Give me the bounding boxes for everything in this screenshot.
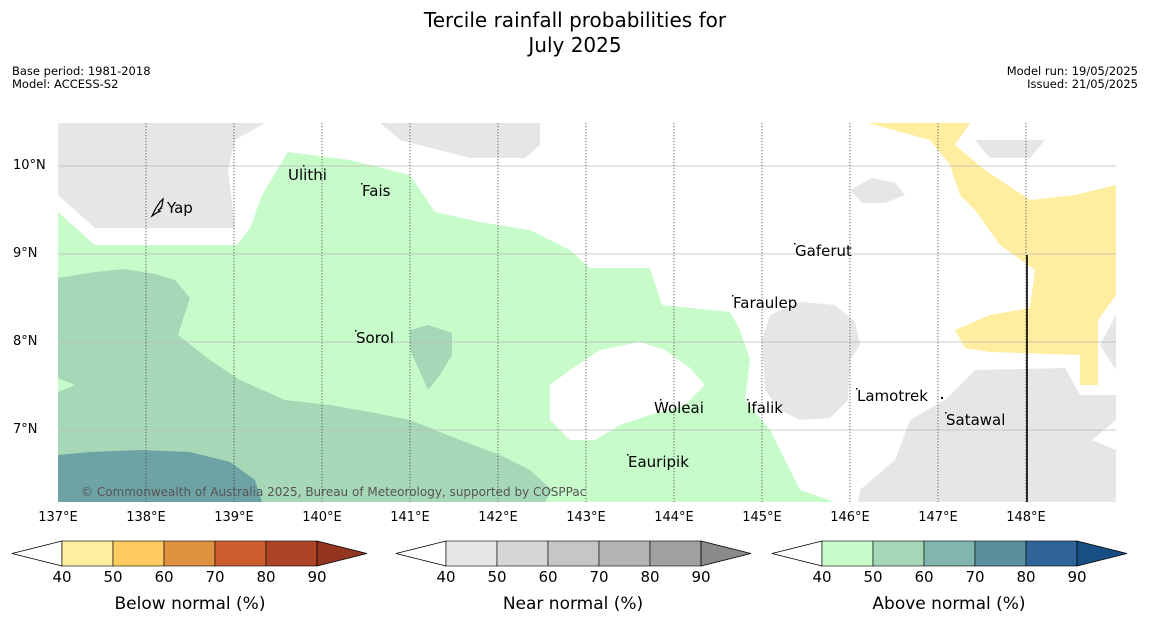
- place-label-fais: Fais: [362, 182, 391, 200]
- map-title: Tercile rainfall probabilities for July …: [0, 8, 1150, 58]
- colorbar-tick-label: 80: [1016, 568, 1036, 586]
- longitude-lines: [145, 123, 1027, 502]
- yap-island-shape: [150, 197, 164, 218]
- near-normal-area: [850, 178, 905, 203]
- near-normal-area: [58, 123, 265, 228]
- colorbar-tick-label: 90: [691, 568, 711, 586]
- copyright-notice: © Commonwealth of Australia 2025, Bureau…: [81, 485, 587, 499]
- above-normal-area: [58, 378, 75, 392]
- colorbar-title-above: Above normal (%): [872, 594, 1026, 614]
- colorbar-tick-label: 40: [812, 568, 832, 586]
- title-line-2: July 2025: [528, 33, 622, 57]
- place-label-sorol: Sorol: [356, 329, 394, 347]
- colorbar-tick-label: 50: [103, 568, 123, 586]
- model-run: Model run: 19/05/2025: [1006, 64, 1138, 78]
- colorbar-tick-label: 50: [487, 568, 507, 586]
- colorbar-tick-label: 40: [52, 568, 72, 586]
- lon-label: 137°E: [38, 510, 78, 525]
- colorbar-tick-label: 70: [589, 568, 609, 586]
- meta-right: Model run: 19/05/2025 Issued: 21/05/2025: [1007, 65, 1138, 91]
- below-normal-area: [868, 123, 1116, 385]
- graticule: [58, 123, 1116, 502]
- colorbar-tick-label: 60: [538, 568, 558, 586]
- place-label-ulithi: Ulithi: [288, 166, 327, 184]
- place-label-satawal: Satawal: [946, 411, 1006, 429]
- lon-label: 143°E: [566, 510, 606, 525]
- lat-label: 7°N: [13, 422, 38, 437]
- colorbar-tick-label: 40: [436, 568, 456, 586]
- colorbar-tick-label: 90: [1067, 568, 1087, 586]
- place-label-eauripik: Eauripik: [628, 453, 689, 471]
- colorbar-tick-label: 70: [205, 568, 225, 586]
- island-markers: [150, 165, 947, 456]
- lon-label: 145°E: [742, 510, 782, 525]
- above-normal-area: [58, 450, 262, 502]
- place-label-lamotrek: Lamotrek: [857, 387, 928, 405]
- place-label-gaferut: Gaferut: [795, 242, 852, 260]
- place-label-yap: Yap: [167, 199, 193, 217]
- lon-label: 144°E: [654, 510, 694, 525]
- colorbar-title-near: Near normal (%): [502, 594, 644, 614]
- above-normal-area: [410, 325, 452, 390]
- above-normal-area: [58, 269, 552, 502]
- colorbar-tick-label: 50: [863, 568, 883, 586]
- colorbar-tick-label: 70: [965, 568, 985, 586]
- near-normal-area: [1100, 315, 1116, 370]
- lon-label: 140°E: [302, 510, 342, 525]
- lon-label: 147°E: [918, 510, 958, 525]
- lat-label: 10°N: [13, 158, 46, 173]
- lon-label: 146°E: [830, 510, 870, 525]
- base-period: Base period: 1981-2018: [12, 64, 151, 78]
- meta-left: Base period: 1981-2018 Model: ACCESS-S2: [12, 65, 151, 91]
- colorbar-tick-label: 60: [154, 568, 174, 586]
- place-label-woleai: Woleai: [654, 399, 704, 417]
- no-signal-area: [550, 342, 705, 440]
- near-normal-area: [380, 123, 540, 158]
- lon-label: 141°E: [390, 510, 430, 525]
- place-label-faraulep: Faraulep: [733, 294, 798, 312]
- colorbar-tick-label: 80: [640, 568, 660, 586]
- near-normal-area: [975, 140, 1045, 158]
- place-label-ifalik: Ifalik: [747, 399, 783, 417]
- lat-label: 9°N: [13, 246, 38, 261]
- colorbar-tick-label: 90: [307, 568, 327, 586]
- colorbar-tick-label: 60: [914, 568, 934, 586]
- probability-areas: [58, 123, 1116, 502]
- colorbar-tick-label: 80: [256, 568, 276, 586]
- lat-label: 8°N: [13, 334, 38, 349]
- model-name: Model: ACCESS-S2: [12, 77, 119, 91]
- lon-label: 139°E: [214, 510, 254, 525]
- lon-label: 148°E: [1006, 510, 1046, 525]
- near-normal-area: [762, 302, 860, 420]
- issued-date: Issued: 21/05/2025: [1027, 77, 1138, 91]
- near-normal-area: [858, 368, 1116, 502]
- lon-label: 138°E: [126, 510, 166, 525]
- lon-label: 142°E: [478, 510, 518, 525]
- title-line-1: Tercile rainfall probabilities for: [423, 8, 727, 32]
- colorbar-title-below: Below normal (%): [114, 594, 266, 614]
